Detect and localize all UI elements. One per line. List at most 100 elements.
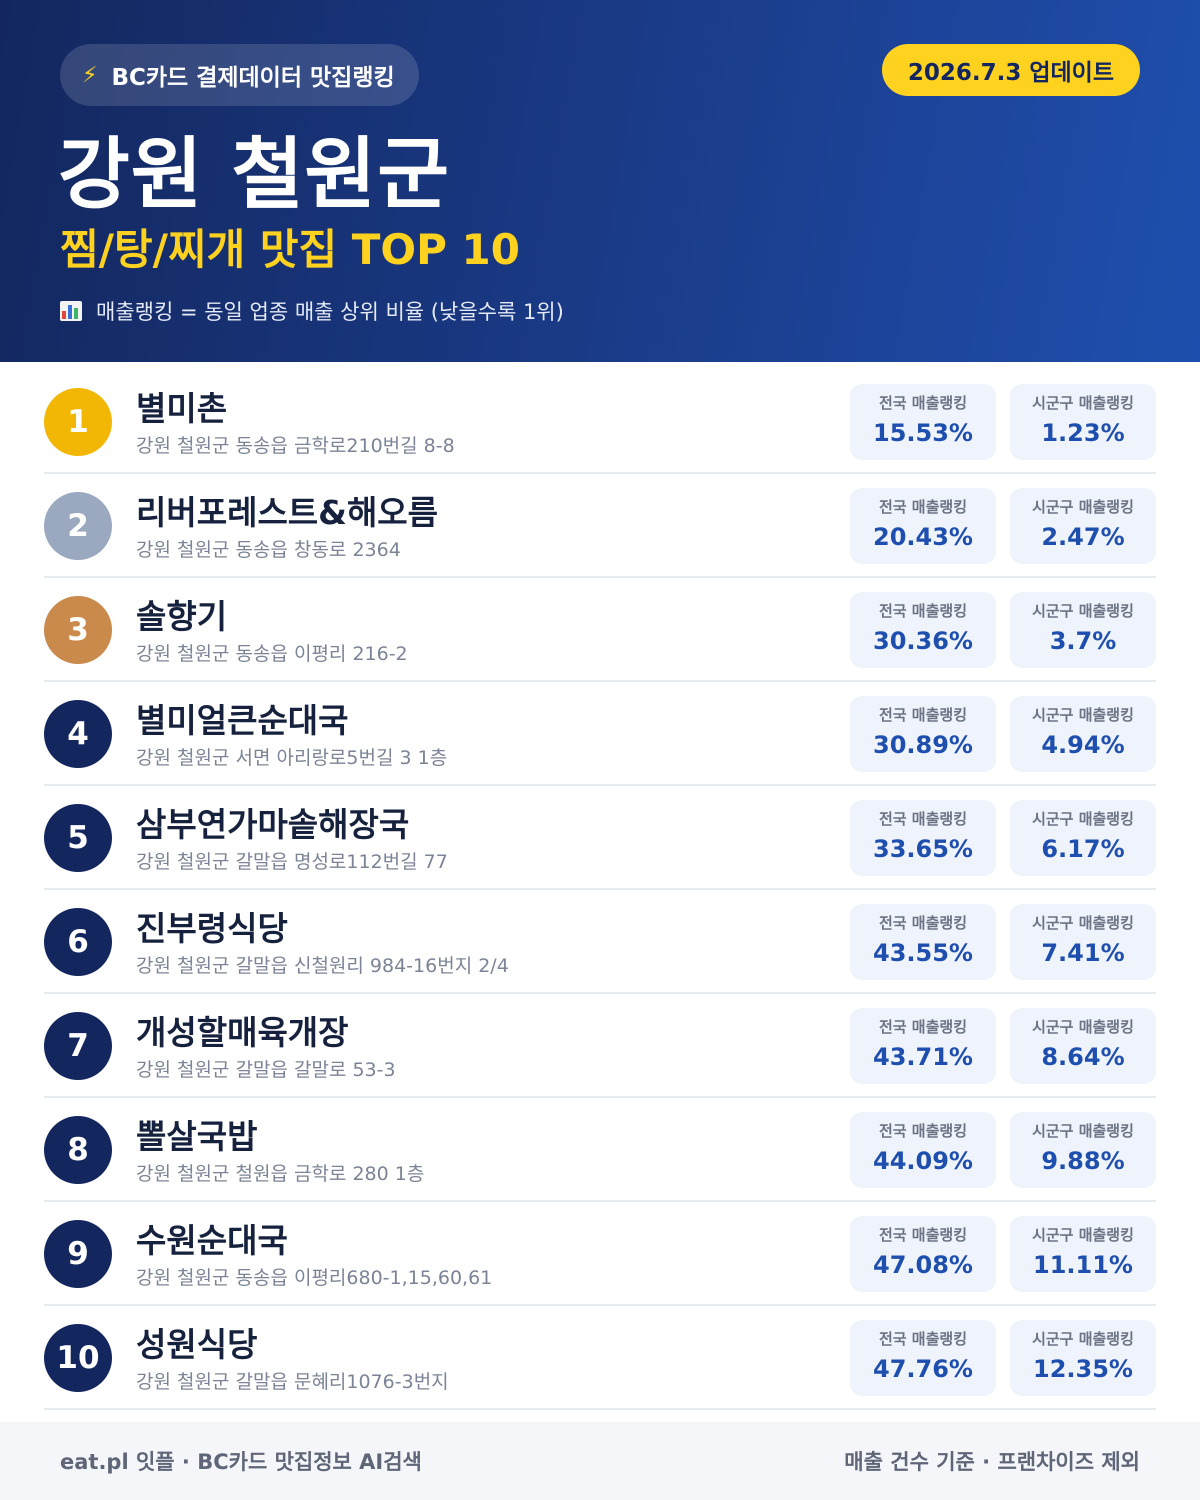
local-ranking-label: 시군구 매출랭킹 — [1032, 914, 1134, 932]
national-ranking-box: 전국 매출랭킹 43.71% — [850, 1008, 996, 1084]
local-ranking-value: 8.64% — [1041, 1043, 1125, 1071]
restaurant-name: 개성할매육개장 — [136, 1013, 349, 1052]
national-ranking-value: 44.09% — [873, 1147, 973, 1175]
restaurant-name: 뽈살국밥 — [136, 1117, 258, 1156]
national-ranking-label: 전국 매출랭킹 — [878, 1122, 968, 1140]
national-ranking-value: 15.53% — [873, 419, 973, 447]
rank-badge: 8 — [44, 1116, 112, 1184]
local-ranking-label: 시군구 매출랭킹 — [1032, 1018, 1134, 1036]
rank-badge: 3 — [44, 596, 112, 664]
local-ranking-value: 6.17% — [1041, 835, 1125, 863]
local-ranking-box: 시군구 매출랭킹 12.35% — [1010, 1320, 1156, 1396]
local-ranking-label: 시군구 매출랭킹 — [1032, 1122, 1134, 1140]
local-ranking-value: 7.41% — [1041, 939, 1125, 967]
restaurant-name: 솔향기 — [136, 597, 228, 636]
ranking-legend-text: 매출랭킹 = 동일 업종 매출 상위 비율 (낮을수록 1위) — [96, 300, 564, 324]
rank-badge: 1 — [44, 388, 112, 456]
national-ranking-value: 33.65% — [873, 835, 973, 863]
local-ranking-box: 시군구 매출랭킹 2.47% — [1010, 488, 1156, 564]
national-ranking-value: 20.43% — [873, 523, 973, 551]
restaurant-name: 삼부연가마솥해장국 — [136, 805, 410, 844]
national-ranking-label: 전국 매출랭킹 — [878, 1018, 968, 1036]
national-ranking-box: 전국 매출랭킹 47.76% — [850, 1320, 996, 1396]
local-ranking-value: 2.47% — [1041, 523, 1125, 551]
footer-service-text: eat.pl 잇플 · BC카드 맛집정보 AI검색 — [60, 1450, 422, 1474]
restaurant-address: 강원 철원군 동송읍 이평리 216-2 — [136, 643, 408, 665]
source-label: BC카드 결제데이터 맛집랭킹 — [111, 65, 395, 91]
ranking-row[interactable]: 3 솔향기 강원 철원군 동송읍 이평리 216-2 전국 매출랭킹 30.36… — [44, 578, 1156, 682]
lightning-bolt-icon: ⚡ — [82, 62, 98, 88]
restaurant-address: 강원 철원군 동송읍 금학로210번길 8-8 — [136, 435, 455, 457]
local-ranking-label: 시군구 매출랭킹 — [1032, 1226, 1134, 1244]
local-ranking-value: 4.94% — [1041, 731, 1125, 759]
restaurant-address: 강원 철원군 철원읍 금학로 280 1층 — [136, 1163, 425, 1185]
ranking-row[interactable]: 9 수원순대국 강원 철원군 동송읍 이평리680-1,15,60,61 전국 … — [44, 1202, 1156, 1306]
source-badge: ⚡ BC카드 결제데이터 맛집랭킹 — [60, 44, 419, 106]
ranking-row[interactable]: 8 뽈살국밥 강원 철원군 철원읍 금학로 280 1층 전국 매출랭킹 44.… — [44, 1098, 1156, 1202]
restaurant-name: 수원순대국 — [136, 1221, 288, 1260]
local-ranking-box: 시군구 매출랭킹 4.94% — [1010, 696, 1156, 772]
national-ranking-label: 전국 매출랭킹 — [878, 810, 968, 828]
national-ranking-value: 43.55% — [873, 939, 973, 967]
local-ranking-box: 시군구 매출랭킹 6.17% — [1010, 800, 1156, 876]
local-ranking-label: 시군구 매출랭킹 — [1032, 810, 1134, 828]
ranking-row[interactable]: 1 별미촌 강원 철원군 동송읍 금학로210번길 8-8 전국 매출랭킹 15… — [44, 370, 1156, 474]
national-ranking-label: 전국 매출랭킹 — [878, 1226, 968, 1244]
rank-badge: 10 — [44, 1324, 112, 1392]
restaurant-address: 강원 철원군 갈말읍 갈말로 53-3 — [136, 1059, 396, 1081]
local-ranking-box: 시군구 매출랭킹 11.11% — [1010, 1216, 1156, 1292]
local-ranking-value: 1.23% — [1041, 419, 1125, 447]
local-ranking-value: 12.35% — [1033, 1355, 1133, 1383]
ranking-row[interactable]: 10 성원식당 강원 철원군 갈말읍 문혜리1076-3번지 전국 매출랭킹 4… — [44, 1306, 1156, 1410]
rank-badge: 2 — [44, 492, 112, 560]
national-ranking-value: 47.76% — [873, 1355, 973, 1383]
rank-badge: 9 — [44, 1220, 112, 1288]
local-ranking-label: 시군구 매출랭킹 — [1032, 602, 1134, 620]
restaurant-name: 별미얼큰순대국 — [136, 701, 349, 740]
local-ranking-label: 시군구 매출랭킹 — [1032, 1330, 1134, 1348]
ranking-row[interactable]: 4 별미얼큰순대국 강원 철원군 서면 아리랑로5번길 3 1층 전국 매출랭킹… — [44, 682, 1156, 786]
restaurant-address: 강원 철원군 동송읍 창동로 2364 — [136, 539, 401, 561]
national-ranking-value: 47.08% — [873, 1251, 973, 1279]
local-ranking-label: 시군구 매출랭킹 — [1032, 394, 1134, 412]
footer-basis-text: 매출 건수 기준 · 프랜차이즈 제외 — [844, 1450, 1140, 1474]
restaurant-address: 강원 철원군 갈말읍 문혜리1076-3번지 — [136, 1371, 449, 1393]
category-title: 찜/탕/찌개 맛집 TOP 10 — [60, 225, 520, 274]
local-ranking-label: 시군구 매출랭킹 — [1032, 706, 1134, 724]
national-ranking-value: 30.36% — [873, 627, 973, 655]
national-ranking-label: 전국 매출랭킹 — [878, 706, 968, 724]
national-ranking-box: 전국 매출랭킹 30.89% — [850, 696, 996, 772]
restaurant-name: 성원식당 — [136, 1325, 258, 1364]
update-date-badge: 2026.7.3 업데이트 — [881, 44, 1140, 96]
local-ranking-box: 시군구 매출랭킹 9.88% — [1010, 1112, 1156, 1188]
local-ranking-label: 시군구 매출랭킹 — [1032, 498, 1134, 516]
footer: eat.pl 잇플 · BC카드 맛집정보 AI검색 매출 건수 기준 · 프랜… — [0, 1422, 1200, 1500]
local-ranking-box: 시군구 매출랭킹 3.7% — [1010, 592, 1156, 668]
national-ranking-label: 전국 매출랭킹 — [878, 394, 968, 412]
national-ranking-value: 30.89% — [873, 731, 973, 759]
national-ranking-label: 전국 매출랭킹 — [878, 498, 968, 516]
restaurant-address: 강원 철원군 갈말읍 신철원리 984-16번지 2/4 — [136, 955, 509, 977]
rank-badge: 7 — [44, 1012, 112, 1080]
ranking-legend: 매출랭킹 = 동일 업종 매출 상위 비율 (낮을수록 1위) — [60, 296, 564, 326]
region-title: 강원 철원군 — [58, 130, 450, 220]
national-ranking-label: 전국 매출랭킹 — [878, 602, 968, 620]
national-ranking-box: 전국 매출랭킹 43.55% — [850, 904, 996, 980]
national-ranking-label: 전국 매출랭킹 — [878, 1330, 968, 1348]
ranking-row[interactable]: 2 리버포레스트&해오름 강원 철원군 동송읍 창동로 2364 전국 매출랭킹… — [44, 474, 1156, 578]
local-ranking-box: 시군구 매출랭킹 8.64% — [1010, 1008, 1156, 1084]
national-ranking-box: 전국 매출랭킹 47.08% — [850, 1216, 996, 1292]
ranking-row[interactable]: 6 진부령식당 강원 철원군 갈말읍 신철원리 984-16번지 2/4 전국 … — [44, 890, 1156, 994]
ranking-row[interactable]: 5 삼부연가마솥해장국 강원 철원군 갈말읍 명성로112번길 77 전국 매출… — [44, 786, 1156, 890]
restaurant-address: 강원 철원군 동송읍 이평리680-1,15,60,61 — [136, 1267, 493, 1289]
bar-chart-icon — [60, 301, 82, 321]
header-banner: ⚡ BC카드 결제데이터 맛집랭킹 2026.7.3 업데이트 강원 철원군 찜… — [0, 0, 1200, 362]
rank-badge: 6 — [44, 908, 112, 976]
restaurant-name: 리버포레스트&해오름 — [136, 493, 439, 532]
national-ranking-box: 전국 매출랭킹 15.53% — [850, 384, 996, 460]
restaurant-address: 강원 철원군 서면 아리랑로5번길 3 1층 — [136, 747, 448, 769]
restaurant-name: 별미촌 — [136, 389, 228, 428]
ranking-row[interactable]: 7 개성할매육개장 강원 철원군 갈말읍 갈말로 53-3 전국 매출랭킹 43… — [44, 994, 1156, 1098]
rank-badge: 5 — [44, 804, 112, 872]
national-ranking-value: 43.71% — [873, 1043, 973, 1071]
